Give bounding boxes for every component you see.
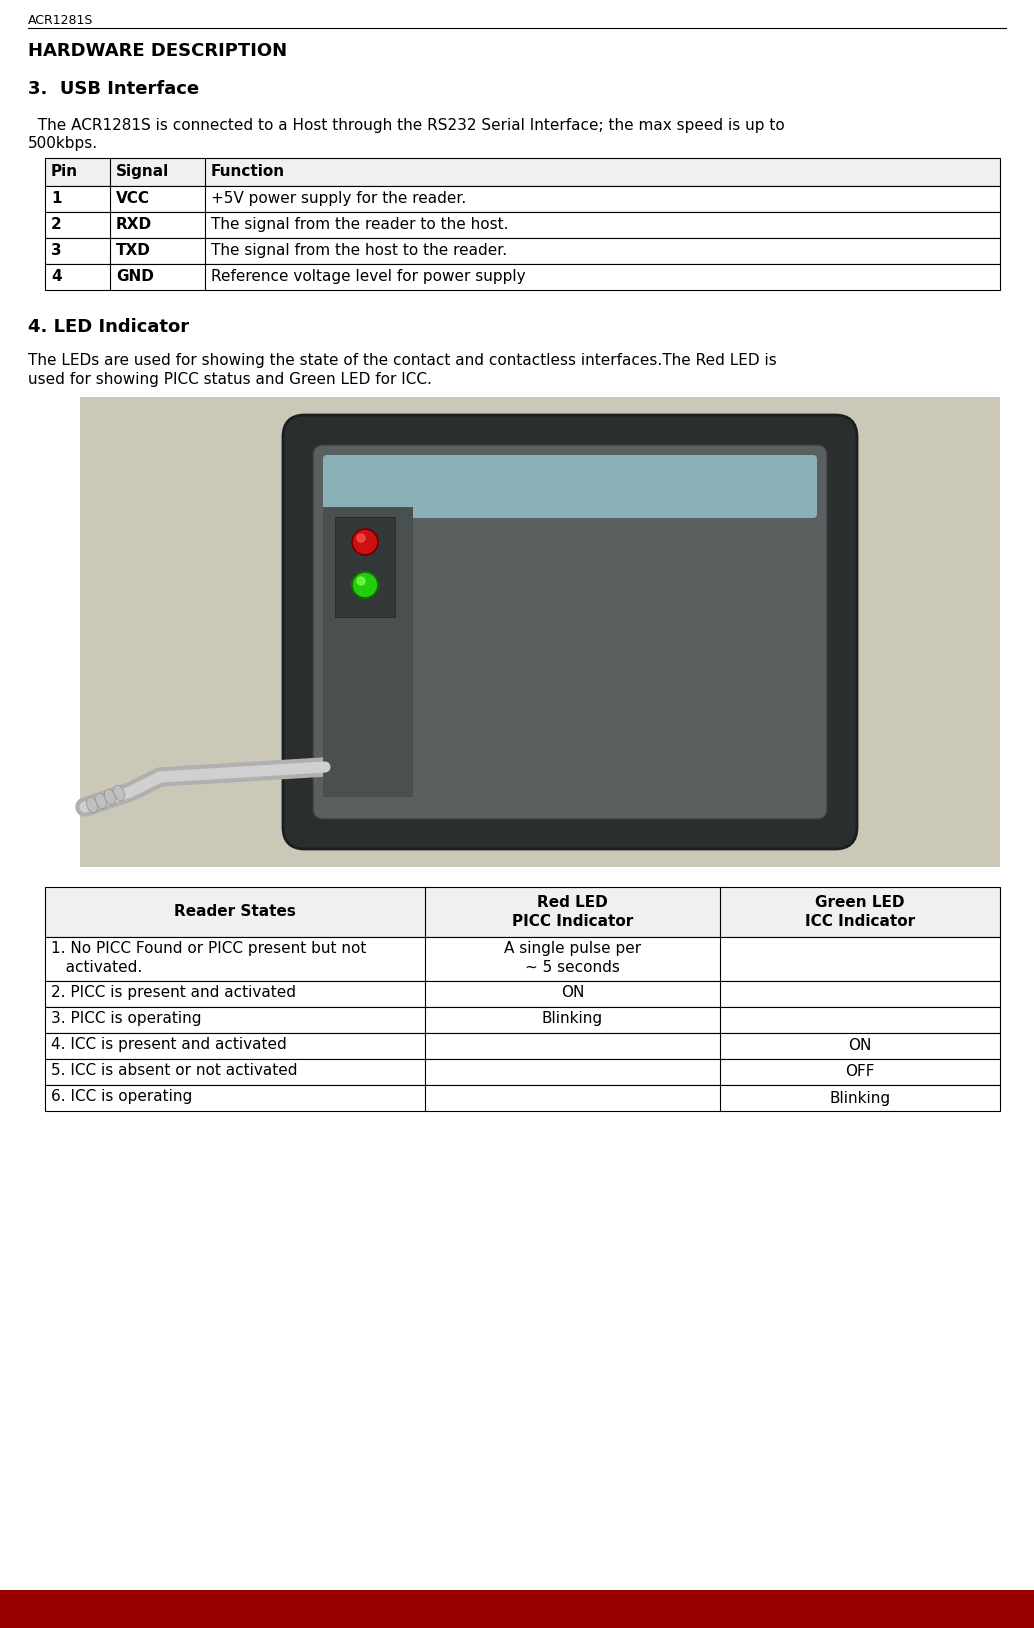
Text: Page 12 of 56: Page 12 of 56 — [916, 1600, 1012, 1615]
Text: The LEDs are used for showing the state of the contact and contactless interface: The LEDs are used for showing the state … — [28, 353, 777, 368]
Text: activated.: activated. — [51, 961, 143, 975]
Text: 3. PICC is operating: 3. PICC is operating — [51, 1011, 202, 1026]
Bar — [45, 158, 1000, 186]
Bar — [45, 1084, 1000, 1110]
Text: TXD: TXD — [116, 243, 151, 257]
Text: 3: 3 — [51, 243, 62, 257]
Text: 4. ICC is present and activated: 4. ICC is present and activated — [51, 1037, 286, 1052]
Text: RXD: RXD — [116, 217, 152, 233]
Text: +5V power supply for the reader.: +5V power supply for the reader. — [211, 190, 466, 207]
Text: HARDWARE DESCRIPTION: HARDWARE DESCRIPTION — [28, 42, 287, 60]
Bar — [45, 938, 1000, 982]
Bar — [0, 1591, 1034, 1628]
Text: 2. PICC is present and activated: 2. PICC is present and activated — [51, 985, 296, 1000]
Bar — [45, 264, 1000, 290]
Text: ACR1281S: ACR1281S — [28, 15, 93, 28]
Text: 2: 2 — [51, 217, 62, 233]
Bar — [45, 186, 1000, 212]
Circle shape — [357, 534, 365, 542]
Text: Red LED: Red LED — [537, 895, 608, 910]
Text: Signal: Signal — [116, 164, 170, 179]
Bar — [323, 506, 413, 798]
Text: VCC: VCC — [116, 190, 150, 207]
Bar — [45, 212, 1000, 238]
Text: ICC Indicator: ICC Indicator — [804, 913, 915, 930]
Ellipse shape — [114, 785, 124, 801]
Text: GND: GND — [116, 269, 154, 283]
Text: 5. ICC is absent or not activated: 5. ICC is absent or not activated — [51, 1063, 298, 1078]
Ellipse shape — [87, 798, 97, 812]
Circle shape — [352, 529, 378, 555]
Text: ~ 5 seconds: ~ 5 seconds — [525, 961, 620, 975]
Bar — [45, 1008, 1000, 1034]
Circle shape — [357, 576, 365, 584]
FancyBboxPatch shape — [313, 444, 827, 819]
Text: used for showing PICC status and Green LED for ICC.: used for showing PICC status and Green L… — [28, 373, 432, 387]
Ellipse shape — [95, 793, 107, 809]
Text: Reference voltage level for power supply: Reference voltage level for power supply — [211, 269, 525, 283]
Text: The ACR1281S is connected to a Host through the RS232 Serial Interface; the max : The ACR1281S is connected to a Host thro… — [28, 117, 785, 133]
Text: A single pulse per: A single pulse per — [504, 941, 641, 956]
Bar — [45, 1034, 1000, 1058]
Bar — [45, 887, 1000, 938]
Bar — [335, 518, 395, 617]
Text: 6. ICC is operating: 6. ICC is operating — [51, 1089, 192, 1104]
Text: © Advanced Card Systems Ltd.: © Advanced Card Systems Ltd. — [22, 1600, 240, 1615]
Text: The signal from the reader to the host.: The signal from the reader to the host. — [211, 217, 509, 233]
Text: PICC Indicator: PICC Indicator — [512, 913, 633, 930]
FancyBboxPatch shape — [283, 415, 857, 848]
Text: Blinking: Blinking — [542, 1011, 603, 1026]
Text: 4. LED Indicator: 4. LED Indicator — [28, 317, 189, 335]
Text: Reader States: Reader States — [174, 905, 296, 920]
Text: 500kbps.: 500kbps. — [28, 137, 98, 151]
Bar — [45, 1058, 1000, 1084]
Text: OFF: OFF — [845, 1065, 875, 1079]
Text: 1: 1 — [51, 190, 61, 207]
Ellipse shape — [104, 790, 116, 804]
Bar — [45, 982, 1000, 1008]
Text: Function: Function — [211, 164, 285, 179]
Text: ON: ON — [848, 1039, 872, 1053]
Text: The signal from the host to the reader.: The signal from the host to the reader. — [211, 243, 507, 257]
Text: Blinking: Blinking — [829, 1091, 890, 1105]
Circle shape — [352, 571, 378, 597]
FancyBboxPatch shape — [323, 454, 817, 518]
Bar — [80, 397, 1000, 868]
Text: ON: ON — [560, 985, 584, 1000]
Text: 1. No PICC Found or PICC present but not: 1. No PICC Found or PICC present but not — [51, 941, 366, 956]
Text: 4: 4 — [51, 269, 62, 283]
Bar — [45, 238, 1000, 264]
Text: Pin: Pin — [51, 164, 79, 179]
Text: 3.  USB Interface: 3. USB Interface — [28, 80, 200, 98]
Text: Green LED: Green LED — [815, 895, 905, 910]
